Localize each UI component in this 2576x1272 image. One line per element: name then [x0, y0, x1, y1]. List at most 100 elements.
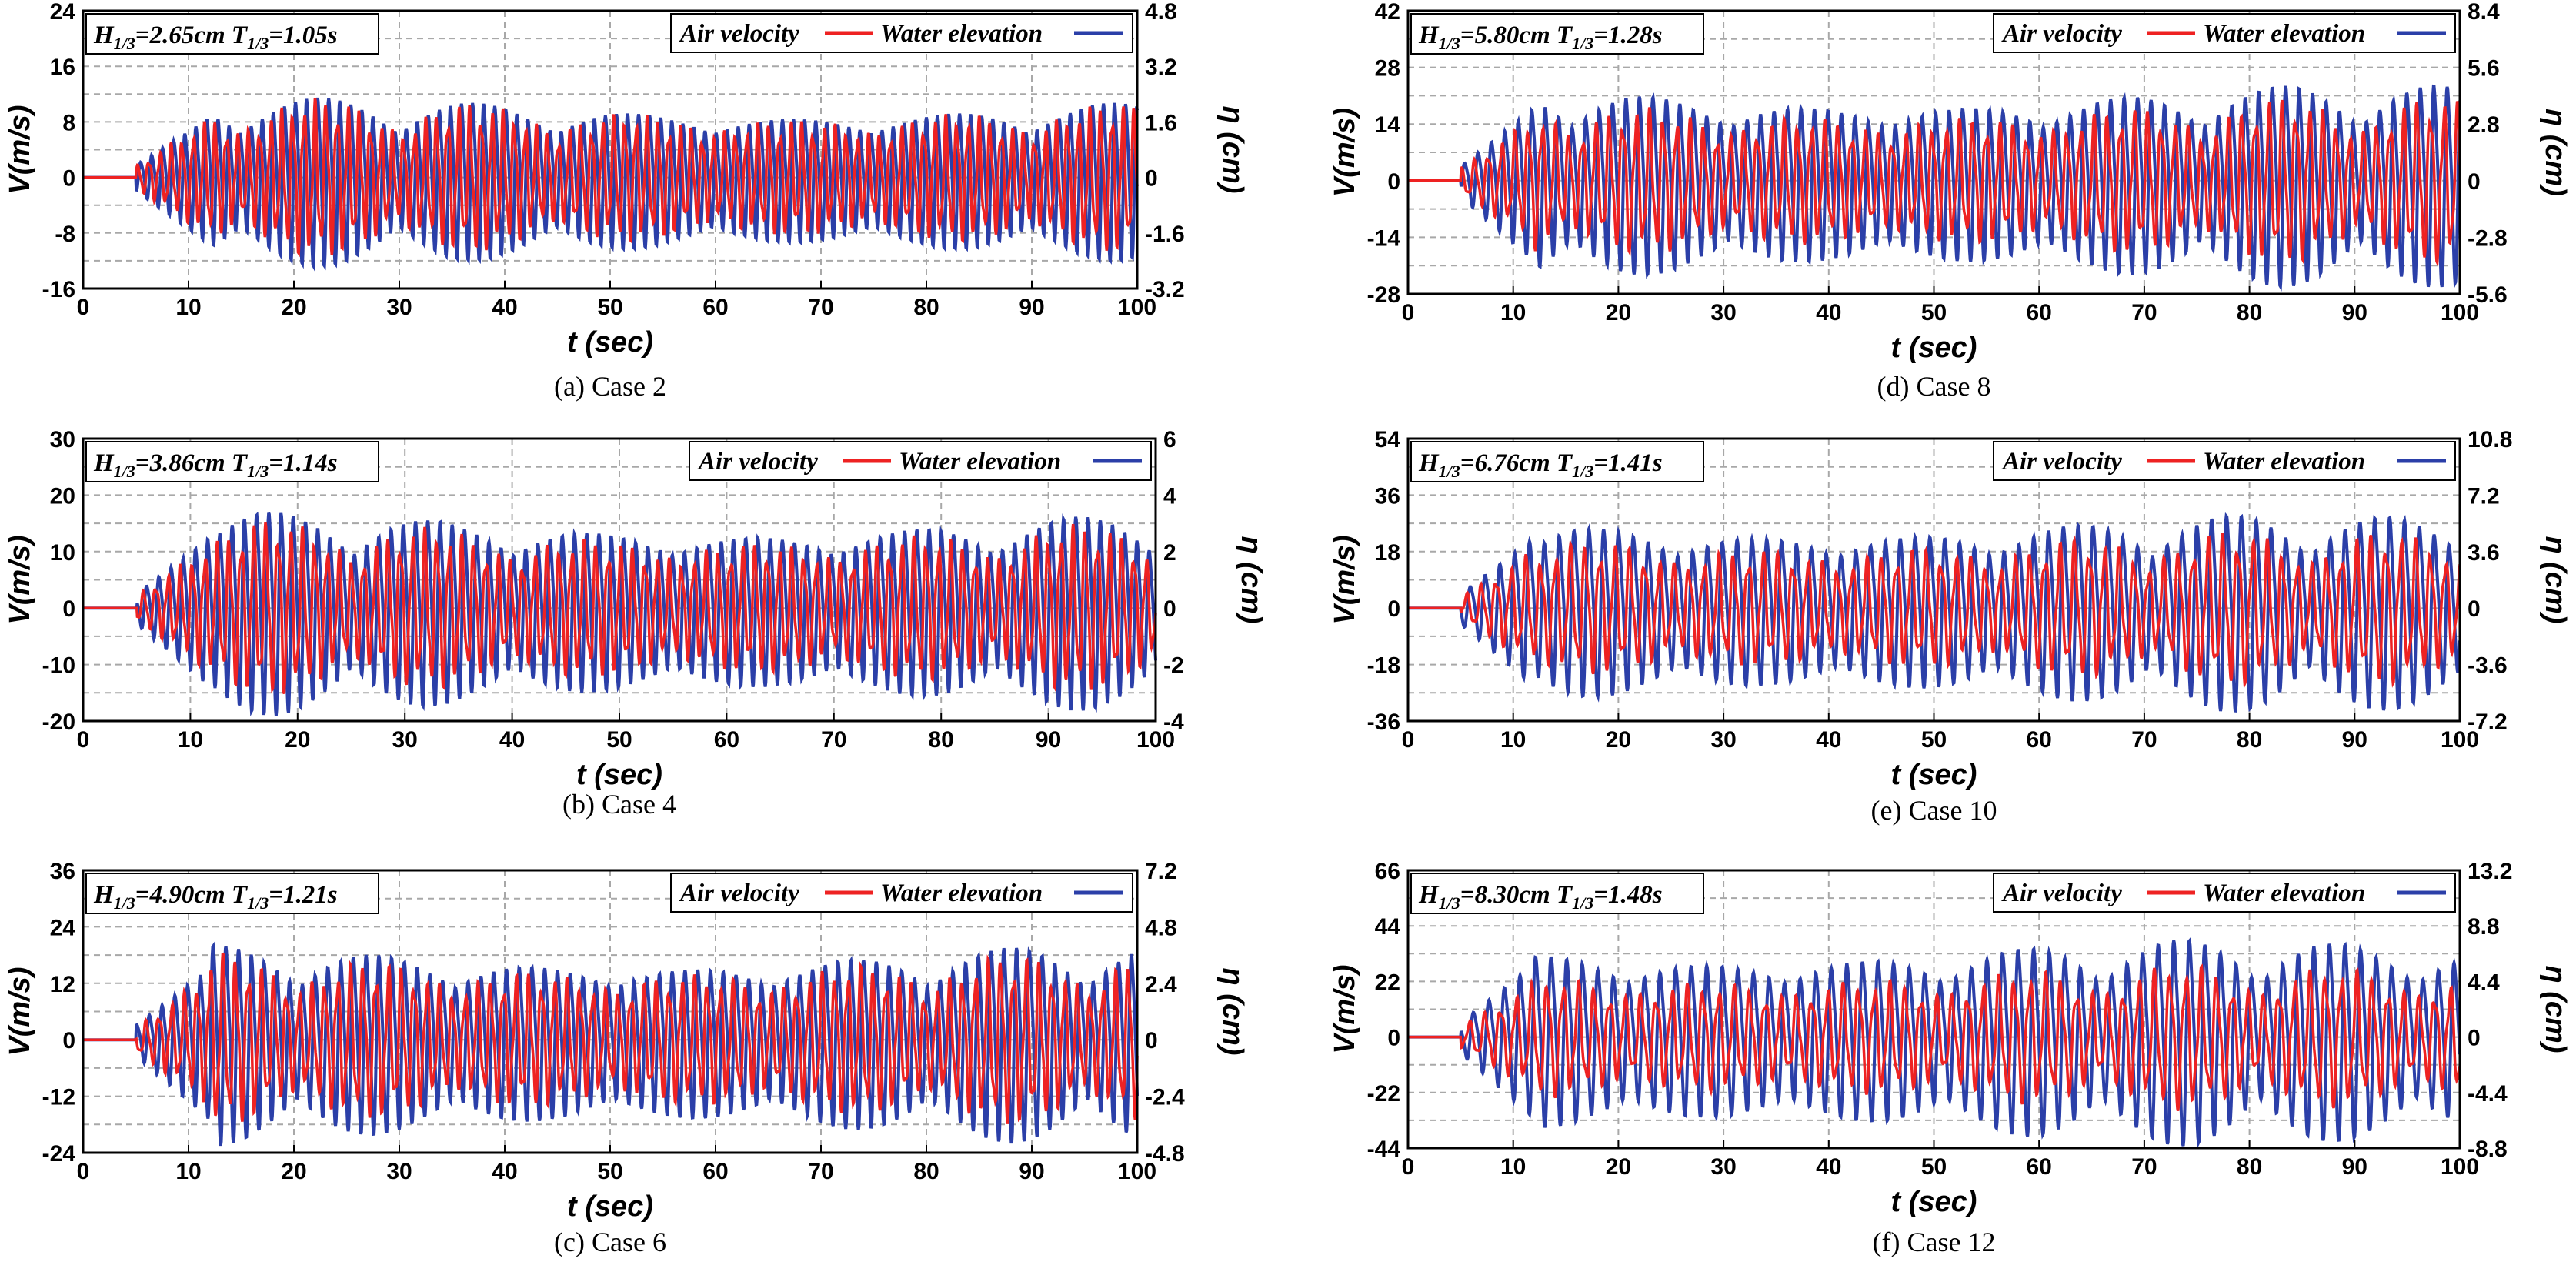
y-left-axis-label: V(m/s) [4, 535, 36, 624]
y-right-tick-label: 4.8 [1145, 0, 1177, 25]
y-right-axis-label: η (cm) [2539, 966, 2571, 1053]
y-right-tick-label: 1.6 [1145, 110, 1177, 135]
y-right-tick-label: 2.4 [1145, 972, 1177, 997]
y-right-tick-label: 2.8 [2468, 112, 2500, 138]
y-left-tick-label: 54 [1375, 427, 1401, 452]
y-right-tick-label: -2.8 [2468, 225, 2508, 251]
x-tick-label: 80 [913, 295, 939, 320]
x-tick-label: 20 [281, 1159, 306, 1184]
x-axis-label: t (sec) [567, 1190, 653, 1223]
x-tick-label: 10 [175, 1159, 201, 1184]
y-left-tick-label: 24 [50, 915, 76, 940]
x-tick-label: 10 [1500, 1154, 1526, 1180]
legend-label-air-velocity: Air velocity [679, 880, 799, 907]
x-tick-label: 10 [178, 727, 203, 753]
x-tick-label: 50 [1921, 727, 1947, 753]
y-left-tick-label: -24 [42, 1141, 76, 1167]
x-tick-label: 0 [77, 295, 90, 320]
x-axis-label: t (sec) [576, 759, 662, 791]
y-right-axis-label: η (cm) [2539, 536, 2571, 624]
y-right-tick-label: 4.4 [2468, 970, 2500, 995]
x-tick-label: 40 [1816, 727, 1841, 753]
y-right-tick-label: -4 [1163, 709, 1184, 735]
y-right-tick-label: 13.2 [2468, 859, 2512, 884]
x-tick-label: 30 [1710, 300, 1736, 326]
y-left-tick-label: -18 [1367, 653, 1400, 679]
x-tick-label: 90 [1019, 295, 1044, 320]
y-left-tick-label: 36 [1375, 483, 1400, 509]
legend-label-water-elevation: Water elevation [2203, 880, 2365, 907]
y-right-tick-label: 2 [1163, 540, 1176, 566]
x-tick-label: 90 [2342, 300, 2367, 326]
x-tick-label: 60 [2027, 300, 2052, 326]
y-right-tick-label: -4.8 [1145, 1141, 1185, 1167]
wave-parameter-box [85, 873, 379, 914]
panel-caption: (b) Case 4 [562, 789, 676, 820]
y-left-tick-label: 12 [50, 972, 75, 997]
y-left-tick-label: -16 [42, 277, 75, 302]
x-tick-label: 20 [1606, 727, 1631, 753]
y-right-tick-label: 0 [2468, 596, 2481, 622]
x-tick-label: 40 [1816, 1154, 1841, 1180]
x-tick-label: 80 [929, 727, 954, 753]
x-tick-label: 70 [2131, 300, 2157, 326]
water-elevation-line [1408, 512, 2461, 713]
y-right-tick-label: 7.2 [2468, 483, 2500, 509]
y-right-tick-label: 0 [1145, 1028, 1158, 1053]
y-left-axis-label: V(m/s) [4, 105, 36, 194]
y-left-tick-label: -20 [42, 709, 75, 735]
y-right-tick-label: -8.8 [2468, 1137, 2508, 1162]
y-right-tick-label: 8.8 [2468, 914, 2500, 940]
y-right-tick-label: 4.8 [1145, 915, 1177, 940]
x-tick-label: 50 [597, 1159, 622, 1184]
x-tick-label: 40 [499, 727, 525, 753]
y-left-tick-label: 28 [1375, 56, 1400, 82]
legend-box [670, 13, 1133, 53]
y-left-tick-label: 42 [1375, 0, 1400, 25]
x-tick-label: 70 [808, 1159, 833, 1184]
wave-parameter-box [85, 441, 379, 482]
chart-panel-1: 0 10 20 30 40 50 60 70 80 90 100 -16 -8 0 8 16 24 -3.2 -1.… [4, 0, 1249, 402]
x-tick-label: 70 [821, 727, 846, 753]
x-tick-label: 0 [1402, 727, 1415, 753]
x-tick-label: 20 [1606, 1154, 1631, 1180]
legend-label-air-velocity: Air velocity [2001, 448, 2122, 476]
x-tick-label: 90 [2342, 727, 2367, 753]
legend-label-water-elevation: Water elevation [880, 20, 1043, 48]
x-tick-label: 60 [2027, 727, 2052, 753]
wave-parameter-box [1410, 13, 1704, 55]
x-tick-label: 90 [1019, 1159, 1044, 1184]
y-right-tick-label: 5.6 [2468, 56, 2500, 82]
wave-parameter-text: H1/3=3.86cm T1/3=1.14s [93, 449, 338, 481]
x-tick-label: 10 [1500, 727, 1526, 753]
y-right-tick-label: 0 [1145, 166, 1158, 192]
y-right-tick-label: -3.2 [1145, 277, 1185, 302]
y-right-tick-label: 3.2 [1145, 55, 1177, 80]
x-tick-label: 60 [702, 295, 728, 320]
x-tick-label: 50 [597, 295, 622, 320]
legend-label-air-velocity: Air velocity [2001, 880, 2122, 907]
x-tick-label: 60 [702, 1159, 728, 1184]
y-left-tick-label: -22 [1367, 1081, 1400, 1107]
legend-box [1993, 873, 2456, 913]
legend-label-water-elevation: Water elevation [899, 448, 1061, 476]
chart-panel-5: 0 10 20 30 40 50 60 70 80 90 100 -36 -18 0 18 36 54 -7.2 -… [1329, 427, 2571, 826]
x-tick-label: 0 [1402, 300, 1415, 326]
x-tick-label: 30 [386, 295, 412, 320]
x-tick-label: 20 [281, 295, 306, 320]
y-left-axis-label: V(m/s) [1329, 964, 1361, 1053]
x-tick-label: 90 [2342, 1154, 2367, 1180]
legend-box [670, 873, 1133, 913]
legend-label-water-elevation: Water elevation [2203, 20, 2365, 48]
x-tick-label: 30 [392, 727, 418, 753]
water-elevation-line [83, 941, 1139, 1147]
y-left-tick-label: 0 [1387, 1026, 1400, 1051]
y-right-tick-label: 0 [2468, 1026, 2481, 1051]
y-left-tick-label: 66 [1375, 859, 1400, 884]
y-right-tick-label: 8.4 [2468, 0, 2500, 25]
y-left-axis-label: V(m/s) [1329, 108, 1361, 197]
y-right-tick-label: -5.6 [2468, 282, 2508, 308]
y-left-tick-label: -10 [42, 653, 75, 679]
y-right-axis-label: η (cm) [1216, 968, 1249, 1056]
